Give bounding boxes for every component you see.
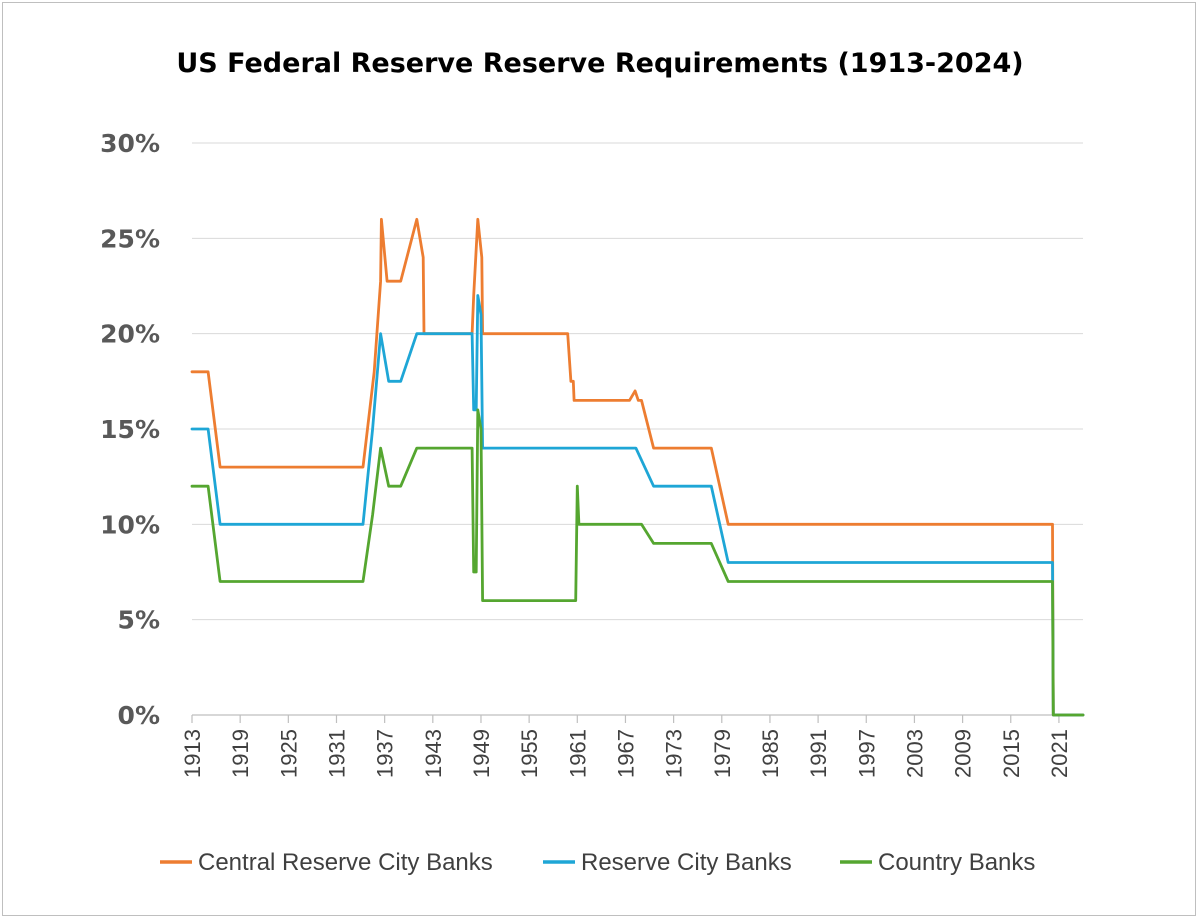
x-tick-label: 2021 [1047, 729, 1072, 778]
y-tick-label: 15% [100, 415, 160, 444]
x-tick-label: 1985 [758, 729, 783, 778]
y-tick-label: 20% [100, 320, 160, 349]
gridlines [192, 142, 1083, 621]
series-line [190, 217, 1085, 717]
y-tick-label: 5% [118, 606, 160, 635]
x-tick-label: 2015 [999, 729, 1024, 778]
x-tick-label: 1913 [180, 729, 205, 778]
x-tick-label: 1931 [324, 729, 349, 778]
y-tick-label: 30% [100, 129, 160, 158]
x-tick-label: 1979 [710, 729, 735, 778]
y-tick-label: 25% [100, 224, 160, 253]
x-tick-label: 1997 [854, 729, 879, 778]
series-lines [190, 217, 1085, 717]
x-tick-label: 1943 [421, 729, 446, 778]
legend-label: Central Reserve City Banks [198, 849, 493, 876]
legend-label: Reserve City Banks [581, 849, 792, 876]
series-line [190, 294, 1085, 717]
x-tick-label: 1961 [565, 729, 590, 778]
x-tick-label: 1937 [373, 729, 398, 778]
y-tick-label: 10% [100, 510, 160, 539]
x-tick-label: 1925 [276, 729, 301, 778]
x-tick-label: 1955 [517, 729, 542, 778]
x-tick-label: 1991 [806, 729, 831, 778]
x-tick-label: 1967 [613, 729, 638, 778]
series-line [190, 408, 1085, 717]
x-tick-label: 2003 [902, 729, 927, 778]
legend-label: Country Banks [878, 849, 1035, 876]
chart-title: US Federal Reserve Reserve Requirements … [176, 48, 1023, 79]
x-tick-label: 1919 [228, 729, 253, 778]
x-tick-label: 1973 [662, 729, 687, 778]
x-tick-label: 2009 [951, 729, 976, 778]
y-axis-ticks: 0% 5% 10% 15% 20% 25% 30% [100, 129, 160, 730]
x-tick-label: 1949 [469, 729, 494, 778]
legend: Central Reserve City Banks Reserve City B… [160, 849, 1035, 876]
x-axis-ticks: 1913 1919 1925 1931 1937 1943 1949 1955 1961 1967… [180, 715, 1072, 778]
y-tick-label: 0% [118, 701, 160, 730]
